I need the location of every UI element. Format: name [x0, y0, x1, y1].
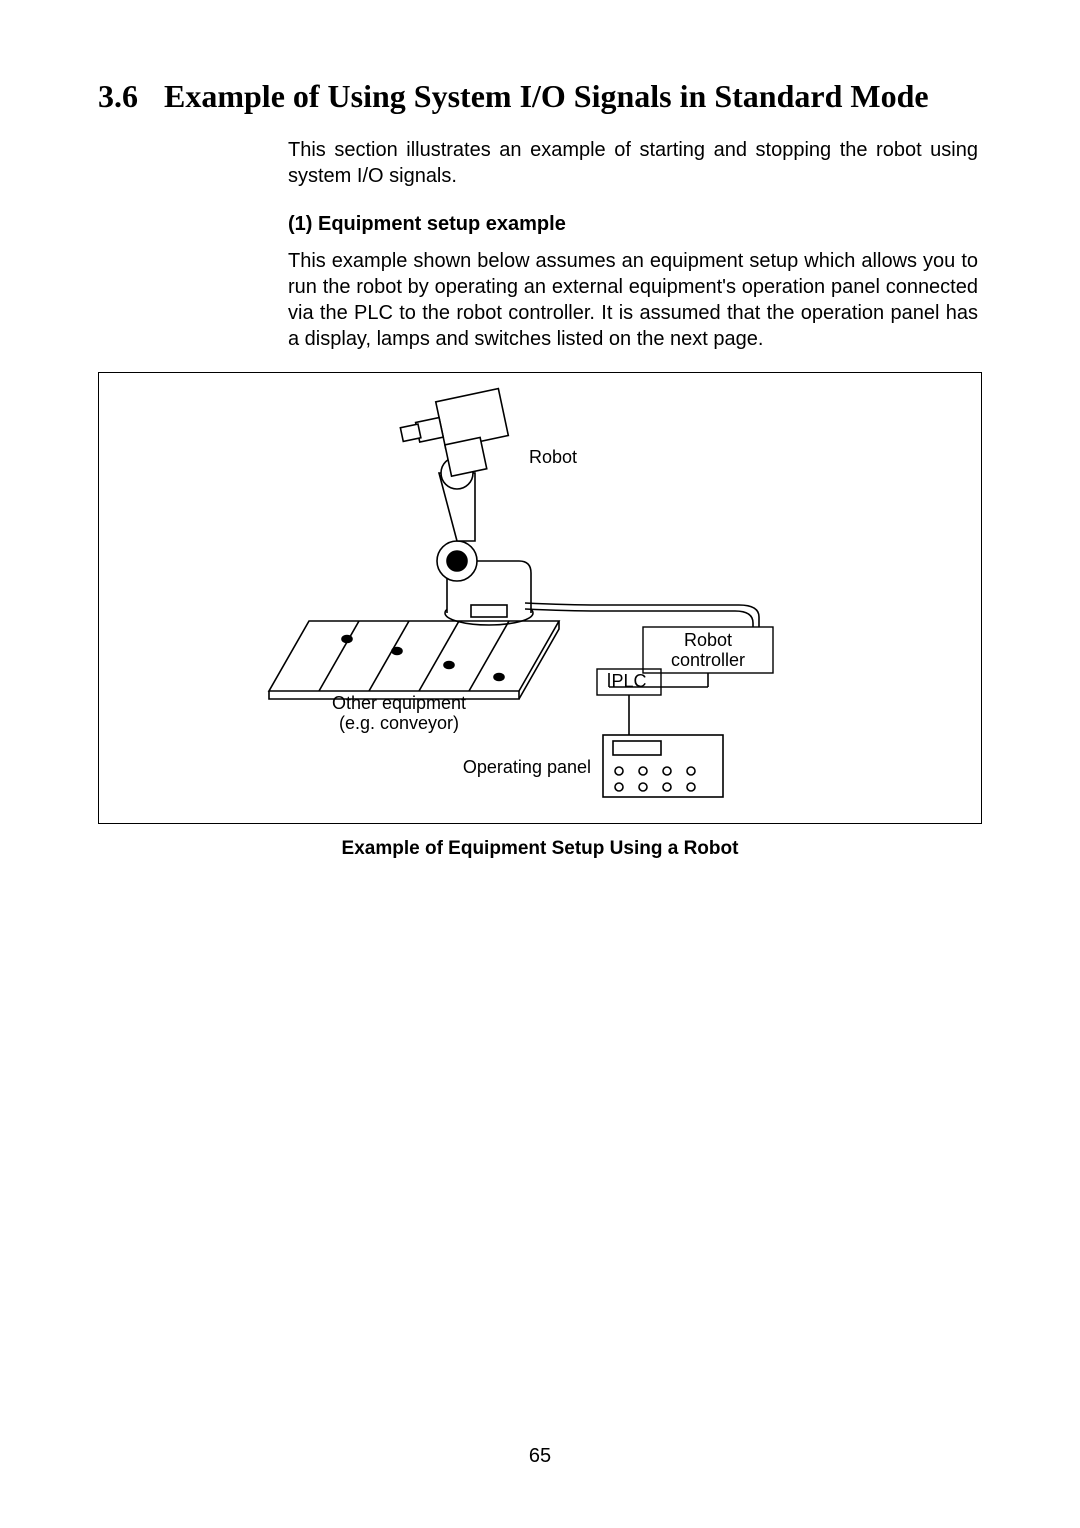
- conveyor-icon: [269, 621, 559, 699]
- plc-label: PLC: [611, 671, 646, 691]
- robot-icon: [397, 389, 533, 625]
- subsection-body: This example shown below assumes an equi…: [288, 248, 978, 352]
- robot-controller-box: Robot controller: [643, 627, 773, 673]
- body-block: This section illustrates an example of s…: [288, 137, 978, 352]
- operating-panel-label: Operating panel: [463, 757, 591, 777]
- page: 3.6 Example of Using System I/O Signals …: [0, 0, 1080, 1528]
- other-equipment-label-line2: (e.g. conveyor): [339, 713, 459, 733]
- equipment-diagram: Robot controller PLC: [99, 373, 983, 825]
- subsection-heading: (1) Equipment setup example: [288, 213, 978, 236]
- robot-controller-label-line2: controller: [671, 650, 745, 670]
- cable-icon: [525, 603, 759, 627]
- robot-controller-label-line1: Robot: [684, 630, 732, 650]
- figure-box: Robot controller PLC: [98, 372, 982, 824]
- operating-panel-icon: [603, 735, 723, 797]
- section-number: 3.6: [98, 78, 138, 115]
- figure-caption: Example of Equipment Setup Using a Robot: [98, 838, 982, 860]
- robot-label: Robot: [529, 447, 577, 467]
- other-equipment-label-line1: Other equipment: [332, 693, 466, 713]
- page-number: 65: [0, 1445, 1080, 1468]
- section-heading: 3.6 Example of Using System I/O Signals …: [98, 78, 982, 115]
- section-title: Example of Using System I/O Signals in S…: [164, 78, 929, 115]
- intro-paragraph: This section illustrates an example of s…: [288, 137, 978, 189]
